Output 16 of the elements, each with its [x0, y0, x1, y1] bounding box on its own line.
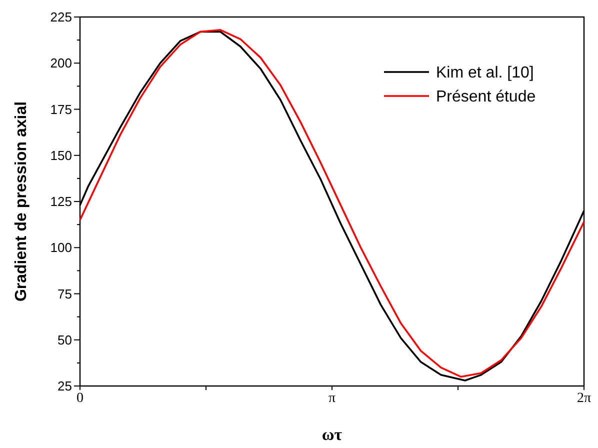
x-axis-title: ωτ [322, 425, 342, 444]
y-tick-label: 225 [50, 10, 72, 25]
x-tick-label: 2π [576, 391, 592, 406]
y-tick-label: 175 [50, 102, 72, 117]
x-tick-label: 0 [76, 391, 84, 406]
legend-label: Présent étude [436, 88, 536, 106]
y-axis-title: Gradient de pression axial [13, 101, 30, 302]
y-tick-label: 50 [58, 332, 72, 348]
y-tick-label: 150 [50, 148, 72, 163]
y-tick-label: 100 [50, 240, 72, 256]
legend-label: Kim et al. [10] [436, 64, 534, 82]
y-tick-label: 25 [58, 378, 72, 394]
y-tick-label: 75 [58, 286, 72, 302]
y-tick-label: 125 [50, 194, 72, 210]
x-tick-label: π [328, 391, 336, 406]
y-tick-label: 200 [50, 56, 72, 71]
